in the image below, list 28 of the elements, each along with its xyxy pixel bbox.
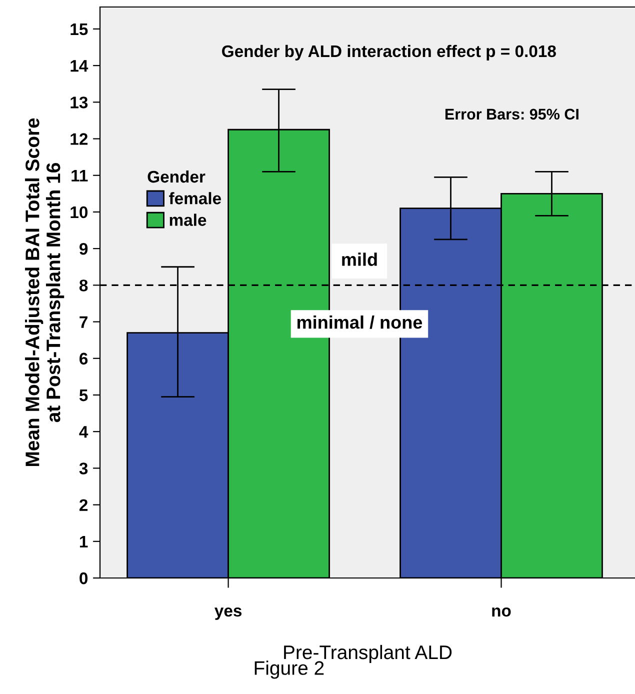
y-tick-label: 9 (80, 242, 88, 255)
y-axis-title: Mean Model-Adjusted BAI Total Score at Post-Transplant Month 16 (25, 118, 64, 466)
y-tick-label: 1 (80, 536, 88, 548)
y-tick-label: 6 (80, 352, 88, 365)
y-tick-label: 0 (80, 572, 88, 584)
y-tick-label: 3 (79, 462, 88, 474)
y-tick-label: 5 (79, 390, 88, 402)
y-tick-label: 8 (79, 280, 88, 292)
x-tick-label: yes (214, 607, 242, 620)
annotation: Error Bars: 95% CI (445, 108, 578, 120)
y-tick-label: 10 (70, 206, 88, 218)
annotation: Gender by ALD interaction effect p = 0.018 (222, 44, 556, 60)
y-tick-label: 2 (80, 499, 88, 511)
y-tick-label: 15 (70, 24, 88, 36)
y-tick-label: 7 (80, 316, 88, 328)
x-axis-title: Pre-Transplant ALD (284, 644, 452, 664)
x-tick-label: no (492, 607, 511, 617)
caption: Figure 2 (254, 660, 324, 679)
legend-label: male (170, 214, 206, 226)
y-tick-label: 4 (79, 426, 88, 438)
legend-title: Gender (148, 170, 206, 183)
annotation: mild (342, 252, 377, 266)
y-tick-label: 12 (70, 133, 88, 145)
y-tick-label: 13 (70, 96, 88, 108)
y-tick-label: 14 (70, 60, 88, 72)
annotation: minimal / none (297, 315, 422, 329)
y-tick-label: 11 (72, 170, 88, 182)
legend-label: female (169, 192, 222, 204)
